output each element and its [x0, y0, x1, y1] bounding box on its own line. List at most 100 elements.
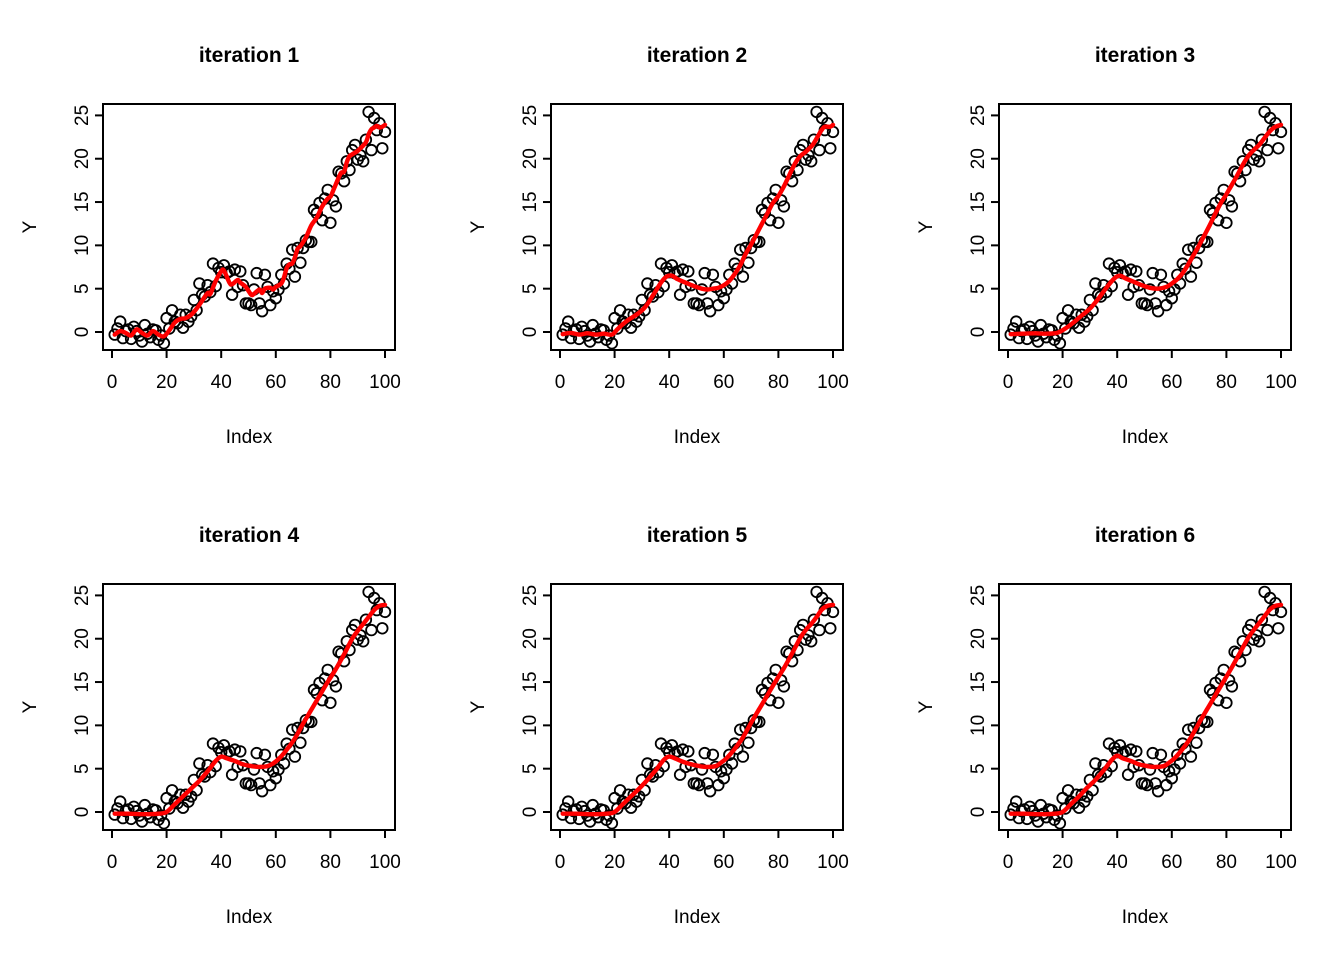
plot-canvas-2: 0 20 40 60 80 100 Index 0 5 10 15 20 25 Y: [468, 103, 849, 448]
panel-iteration-2: iteration 2 0 20 40 60 80 100 Index 0 5 10 15 20 25 Y: [448, 0, 896, 480]
scatter-point: [244, 778, 258, 792]
scatter-point: [1154, 268, 1168, 282]
y-tick-label: 10: [520, 715, 541, 736]
y-tick-label: 15: [520, 671, 541, 692]
scatter-point: [712, 778, 725, 792]
scatter-point: [264, 778, 277, 792]
scatter-point: [805, 155, 818, 168]
scatter-point: [376, 622, 389, 635]
scatter-point: [1184, 750, 1198, 763]
y-tick-label: 5: [968, 763, 989, 774]
x-tick-label: 80: [768, 372, 789, 393]
scatter-point: [805, 635, 818, 648]
scatter-point: [1162, 765, 1176, 778]
scatter-point: [706, 748, 720, 762]
scatter-point: [723, 748, 736, 762]
scatter-point: [813, 143, 826, 157]
scatter-point: [250, 746, 263, 760]
scatter-point: [1255, 613, 1269, 626]
scatter-point: [1272, 622, 1285, 635]
scatter-point: [1151, 305, 1165, 318]
y-tick-label: 15: [968, 671, 989, 692]
panel-iteration-1: iteration 1 0 20 40 60 80 100 Index 0 5 10 15 20 25 Y: [0, 0, 448, 480]
scatter-point: [736, 270, 750, 283]
plot-box: [998, 103, 1292, 351]
scatter-points: [108, 105, 392, 350]
scatter-point: [695, 763, 709, 776]
scatter-point: [1253, 155, 1266, 168]
x-tick-label: 80: [1216, 852, 1237, 873]
scatter-point: [605, 337, 619, 350]
scatter-point: [1146, 746, 1159, 760]
plot-canvas-3: 0 20 40 60 80 100 Index 0 5 10 15 20 25 Y: [916, 103, 1297, 448]
y-tick-label: 20: [520, 148, 541, 169]
x-tick-label: 40: [659, 852, 680, 873]
scatter-point: [676, 743, 690, 756]
scatter-point: [228, 743, 242, 756]
scatter-point: [244, 298, 258, 312]
y-axis: 0 5 10 15 20 25 Y: [468, 585, 551, 817]
y-tick-label: 0: [520, 327, 541, 338]
scatter-points: [1004, 105, 1288, 350]
y-axis-label: Y: [20, 700, 41, 713]
y-tick-label: 15: [520, 191, 541, 212]
scatter-point: [796, 138, 810, 152]
scatter-point: [236, 279, 250, 292]
x-tick-label: 60: [713, 372, 734, 393]
scatter-point: [1266, 123, 1280, 137]
scatter-point: [1261, 623, 1274, 637]
scatter-point: [824, 142, 837, 155]
y-tick-label: 25: [520, 105, 541, 126]
x-tick-label: 60: [713, 852, 734, 873]
scatter-point: [329, 200, 343, 213]
x-axis: 0 20 40 60 80 100 Index: [1003, 830, 1297, 928]
scatter-point: [1184, 270, 1198, 283]
plot-canvas-1: 0 20 40 60 80 100 Index 0 5 10 15 20 25 Y: [20, 103, 401, 448]
scatter-point: [1160, 298, 1173, 312]
y-axis: 0 5 10 15 20 25 Y: [20, 585, 103, 817]
y-tick-label: 20: [520, 628, 541, 649]
scatter-point: [277, 757, 291, 770]
x-tick-label: 60: [265, 372, 286, 393]
scatter-point: [1075, 308, 1088, 321]
smooth-curve: [112, 602, 388, 817]
scatter-point: [777, 680, 791, 693]
scatter-point: [247, 763, 261, 776]
plot-box: [102, 583, 396, 831]
y-axis-label: Y: [468, 700, 489, 713]
x-axis-label: Index: [226, 427, 273, 448]
y-tick-label: 25: [72, 105, 93, 126]
y-tick-label: 20: [968, 148, 989, 169]
scatter-point: [1261, 143, 1274, 157]
scatter-point: [234, 745, 247, 758]
x-axis: 0 20 40 60 80 100 Index: [555, 350, 849, 448]
scatter-point: [1225, 200, 1239, 213]
x-tick-label: 20: [604, 852, 625, 873]
scatter-points: [556, 105, 840, 350]
y-tick-label: 10: [968, 715, 989, 736]
scatter-point: [255, 305, 269, 318]
scatter-point: [157, 817, 171, 830]
scatter-point: [714, 765, 728, 778]
x-tick-label: 100: [1265, 372, 1297, 393]
scatter-point: [1009, 795, 1023, 808]
x-tick-label: 0: [1003, 372, 1014, 393]
scatter-point: [717, 292, 731, 305]
y-tick-label: 10: [72, 715, 93, 736]
scatter-point: [676, 263, 690, 276]
scatter-point: [1220, 216, 1233, 230]
panel-iteration-4: iteration 4 0 20 40 60 80 100 Index 0 5 10 15 20 25 Y: [0, 480, 448, 960]
scatter-point: [561, 315, 575, 328]
scatter-point: [1220, 696, 1233, 710]
scatter-point: [288, 750, 302, 763]
scatter-point: [703, 305, 717, 318]
panel-iteration-5: iteration 5 0 20 40 60 80 100 Index 0 5 10 15 20 25 Y: [448, 480, 896, 960]
y-tick-label: 20: [968, 628, 989, 649]
scatter-point: [1143, 763, 1157, 776]
panel-title: iteration 6: [1094, 524, 1196, 547]
scatter-points: [108, 585, 392, 830]
scatter-point: [266, 285, 280, 298]
scatter-point: [1160, 778, 1173, 792]
scatter-point: [1140, 778, 1154, 792]
scatter-point: [772, 216, 785, 230]
